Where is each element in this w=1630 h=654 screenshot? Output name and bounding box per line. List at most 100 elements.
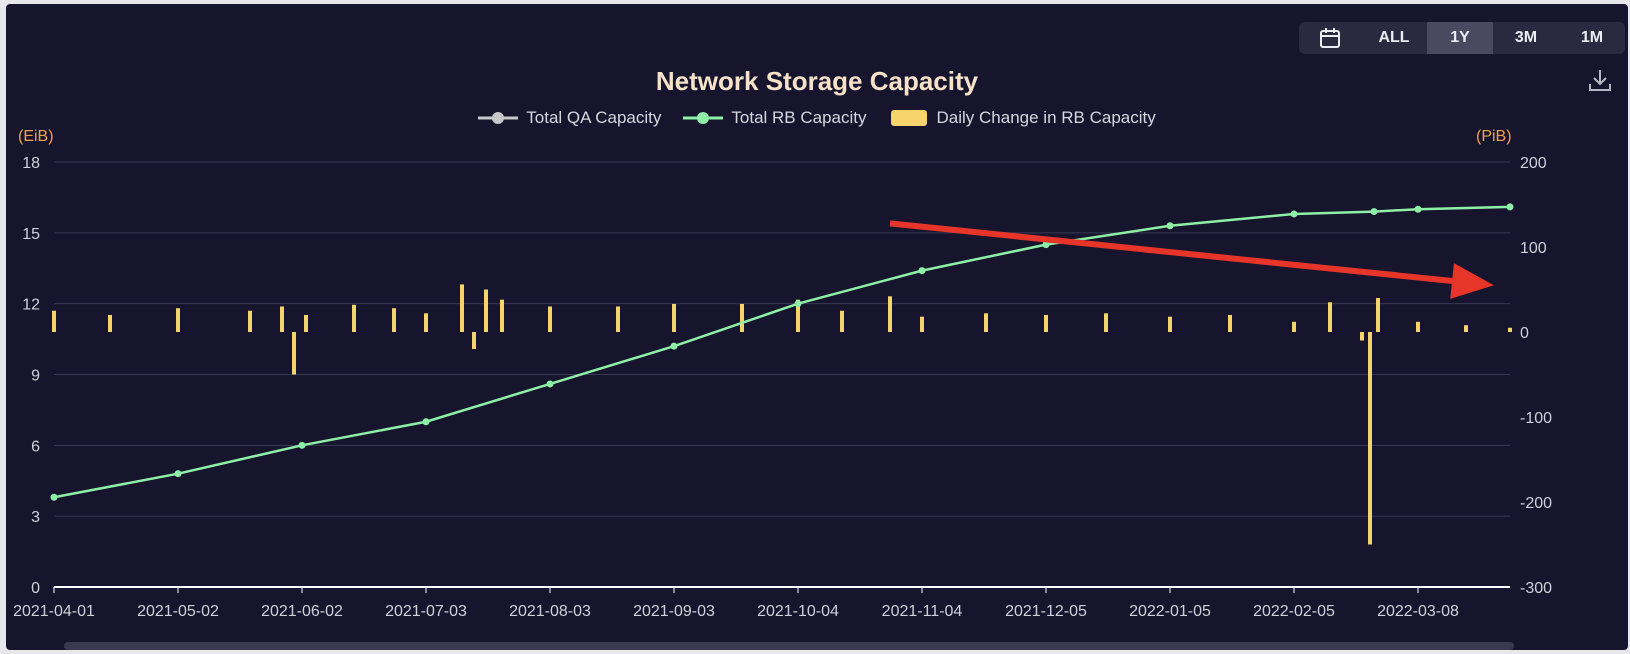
download-button[interactable] [1588, 68, 1612, 97]
daily-change-bar [52, 310, 56, 332]
left-tick-label: 18 [22, 155, 40, 172]
daily-change-bar [352, 304, 356, 332]
left-tick-label: 15 [22, 226, 40, 243]
legend-item-qa[interactable]: Total QA Capacity [478, 108, 661, 128]
daily-change-bar [392, 308, 396, 332]
x-tick-label: 2021-12-05 [1005, 603, 1087, 620]
rb-capacity-point [422, 418, 430, 426]
daily-change-bar [176, 308, 180, 332]
trend-arrow-head [1450, 263, 1494, 299]
rb-capacity-point [1370, 208, 1378, 216]
calendar-icon [1320, 28, 1340, 48]
legend-label: Total RB Capacity [731, 108, 867, 127]
legend-label: Total QA Capacity [526, 108, 662, 127]
x-tick-label: 2021-10-04 [757, 603, 839, 620]
left-axis-unit: (EiB) [18, 128, 54, 145]
right-tick-label: 200 [1520, 155, 1547, 172]
daily-change-bar [740, 303, 744, 332]
left-tick-label: 12 [22, 297, 40, 314]
daily-change-bar [888, 296, 892, 332]
daily-change-bar [1464, 325, 1468, 332]
daily-change-bar [1368, 332, 1372, 545]
range-all-button[interactable]: ALL [1378, 29, 1410, 46]
chart-legend: Total QA Capacity Total RB Capacity Dail… [6, 108, 1628, 128]
x-tick-label: 2021-04-01 [13, 603, 95, 620]
rb-capacity-path [53, 205, 1511, 499]
legend-line-marker-icon [478, 112, 519, 124]
daily-change-bar [1228, 315, 1232, 332]
x-axis: 2021-04-01 2021-05-02 2021-06-02 2021-07-03… [13, 587, 1459, 620]
legend-item-daily-change[interactable]: Daily Change in RB Capacity [889, 108, 1156, 128]
daily-change-bar [424, 313, 428, 332]
x-tick-label: 2021-11-04 [882, 603, 963, 620]
left-tick-label: 9 [31, 368, 40, 385]
daily-change-bar [460, 284, 464, 332]
rb-capacity-point [1166, 222, 1174, 230]
rb-capacity-point [174, 470, 182, 478]
x-tick-label: 2022-01-05 [1129, 603, 1211, 620]
right-axis-ticks: -300 -200 -100 0 100 200 [1520, 155, 1552, 597]
trend-annotation [889, 220, 1494, 299]
daily-change-bar [1360, 332, 1364, 341]
daily-change-bar [1328, 302, 1332, 332]
daily-change-bar [984, 313, 988, 332]
calendar-button[interactable] [1299, 22, 1361, 54]
daily-change-bar [484, 289, 488, 332]
left-tick-label: 3 [31, 509, 40, 526]
legend-bar-marker-icon [890, 110, 927, 126]
daily-change-bar [248, 310, 252, 332]
chart-plot: 2021-04-01 2021-05-02 2021-06-02 2021-07-03… [13, 155, 1552, 620]
rb-capacity-point [546, 380, 554, 388]
daily-change-bar [1376, 298, 1380, 332]
range-1y-button[interactable]: 1Y [1427, 22, 1493, 54]
right-tick-label: 0 [1520, 325, 1529, 342]
rb-capacity-point [1506, 203, 1514, 211]
range-selector: ALL 1Y 3M 1M [1299, 22, 1625, 54]
range-3m-button[interactable]: 3M [1514, 29, 1538, 46]
rb-capacity-point [918, 267, 926, 275]
daily-change-bar [616, 306, 620, 332]
grid-lines [54, 161, 1510, 588]
chart-title: Network Storage Capacity [655, 66, 979, 96]
x-tick-label: 2022-02-05 [1253, 603, 1335, 620]
rb-capacity-point [1414, 205, 1422, 213]
daily-change-bar [304, 315, 308, 332]
daily-change-bar [1104, 313, 1108, 332]
download-icon [1589, 70, 1611, 91]
chart-frame: ALL 1Y 3M 1M Network Storage Capacity To… [6, 4, 1628, 650]
x-tick-label: 2021-07-03 [385, 603, 467, 620]
daily-change-bar [1416, 321, 1420, 332]
daily-change-bar [840, 310, 844, 332]
daily-change-bar [672, 303, 676, 332]
daily-change-bar [920, 316, 924, 332]
legend-item-rb[interactable]: Total RB Capacity [683, 108, 867, 128]
right-tick-label: 100 [1520, 240, 1547, 257]
x-tick-label: 2021-05-02 [137, 603, 219, 620]
rb-capacity-point [298, 441, 306, 449]
daily-change-bar [108, 315, 112, 332]
daily-change-bar [500, 299, 504, 332]
x-tick-label: 2021-09-03 [633, 603, 715, 620]
legend-label: Daily Change in RB Capacity [936, 108, 1156, 127]
right-tick-label: -200 [1520, 495, 1552, 512]
rb-capacity-point [1042, 241, 1050, 249]
daily-change-bar [472, 332, 476, 349]
chart-scrollbar[interactable] [64, 642, 1514, 650]
left-tick-label: 0 [31, 580, 40, 597]
rb-capacity-point [50, 493, 58, 501]
daily-change-bar [1044, 315, 1048, 332]
left-axis-ticks: 0 3 6 9 12 15 18 [22, 155, 40, 597]
legend-line-marker-icon [683, 112, 724, 124]
x-tick-label: 2021-08-03 [509, 603, 591, 620]
x-tick-label: 2021-06-02 [261, 603, 343, 620]
daily-change-bar [548, 306, 552, 332]
daily-change-bar [796, 299, 800, 332]
right-tick-label: -100 [1520, 410, 1552, 427]
daily-change-bar [1292, 321, 1296, 332]
rb-capacity-line [50, 203, 1514, 501]
daily-change-bar [280, 306, 284, 332]
daily-change-bar [292, 332, 296, 375]
right-tick-label: -300 [1520, 580, 1552, 597]
range-1m-button[interactable]: 1M [1580, 29, 1604, 46]
right-axis-unit: (PiB) [1476, 128, 1512, 145]
